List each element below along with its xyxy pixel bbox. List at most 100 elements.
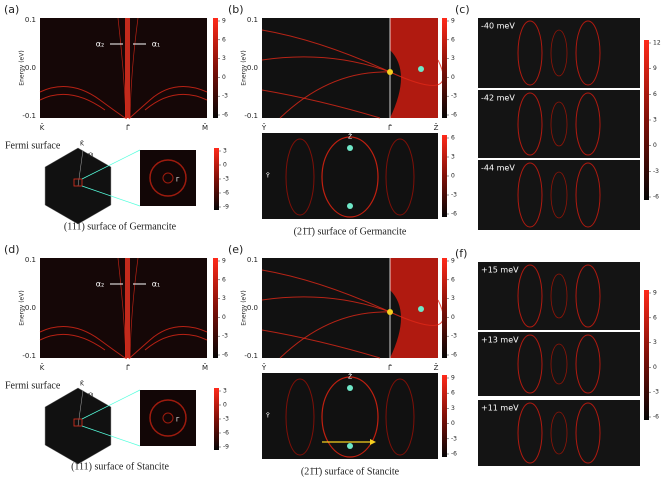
energy-slice-label: +13 meV [481, 336, 519, 345]
fermi-contour [385, 138, 415, 216]
fermi-contour [517, 334, 543, 394]
panel-label: (e) [228, 243, 243, 256]
colorbar-label: -6 [223, 190, 229, 197]
colorbar-label: 6 [222, 276, 226, 283]
slice-plot [478, 332, 640, 396]
zoom-region [73, 178, 83, 187]
k-point-label: Γ̄ [176, 177, 180, 184]
fermi-contour [550, 29, 568, 77]
panel-label: (a) [4, 3, 19, 16]
caption: (21̄1̄) surface of Stancite [301, 466, 400, 477]
colorbar-label: 3 [451, 154, 455, 161]
y-tick-label: -0.1 [22, 352, 36, 360]
colorbar [442, 258, 447, 358]
zoom-line [81, 425, 141, 447]
band-curve [117, 257, 127, 359]
band-glow [125, 258, 130, 358]
marker-label: α₁ [152, 40, 160, 49]
band-curve [129, 17, 139, 119]
y-axis-label: Energy (eV) [241, 50, 248, 85]
energy-slice-label: -40 meV [481, 22, 515, 31]
k-point-label: Ȳ [265, 413, 270, 420]
band-plot [40, 258, 207, 358]
fermi-contour [517, 92, 543, 156]
dirac-point [387, 69, 393, 75]
x-tick-label: Γ̄ [126, 364, 130, 372]
y-tick-label: 0.1 [247, 16, 258, 24]
caption: (111) surface of Stancite [71, 461, 169, 472]
colorbar-label: -6 [451, 112, 457, 119]
energy-slice-label: -44 meV [481, 164, 515, 173]
y-tick-label: 0.0 [25, 64, 36, 72]
band-curve [117, 17, 127, 119]
fermi-contour [550, 171, 568, 219]
weyl-point [347, 203, 353, 209]
fermi-contour [575, 334, 601, 394]
colorbar [644, 290, 649, 420]
y-axis-label: Energy (eV) [19, 290, 26, 325]
colorbar-label: 6 [653, 314, 657, 321]
y-tick-label: 0.0 [247, 304, 258, 312]
colorbar-label: -3 [222, 93, 228, 100]
colorbar-label: -6 [451, 352, 457, 359]
weyl-point [347, 443, 353, 449]
colorbar-label: 0 [451, 314, 455, 321]
band-curve [129, 257, 139, 359]
k-point-label: M̄ [88, 152, 93, 159]
colorbar-label: -3 [451, 333, 457, 340]
colorbar-label: 12 [653, 40, 661, 47]
k-point-label: M̄ [88, 392, 93, 399]
fermi-contour [517, 20, 543, 86]
bulk-region [390, 258, 438, 358]
colorbar-label: 3 [451, 55, 455, 62]
fermi-ring [162, 412, 174, 424]
fermi-ring [149, 159, 187, 197]
y-tick-label: -0.1 [244, 352, 258, 360]
k-point-label: K̄ [80, 380, 85, 387]
colorbar-label: -6 [223, 430, 229, 437]
y-tick-label: 0.0 [25, 304, 36, 312]
x-tick-label: Z̄ [434, 363, 439, 372]
bulk-region [390, 18, 438, 118]
fermi-contour [550, 273, 568, 319]
fermi-contour [321, 376, 379, 458]
colorbar-label: -9 [223, 204, 229, 211]
zoom-line [81, 389, 141, 420]
energy-slice-label: -42 meV [481, 94, 515, 103]
y-tick-label: 0.1 [247, 256, 258, 264]
y-tick-label: 0.1 [25, 16, 36, 24]
fermi-contour [575, 162, 601, 228]
band-plot [40, 18, 207, 118]
band-curve [39, 333, 106, 351]
y-tick-label: 0.0 [247, 64, 258, 72]
colorbar-label: 3 [653, 339, 657, 346]
colorbar-label: 0 [451, 420, 455, 427]
colorbar-label: 0 [222, 74, 226, 81]
marker-label: α₁ [152, 280, 160, 289]
colorbar-label: 9 [451, 375, 455, 382]
x-tick-label: Γ̄ [126, 124, 130, 132]
colorbar [213, 258, 218, 358]
panel-label: (b) [228, 3, 244, 16]
zoom-line [81, 185, 141, 207]
band-curve [279, 311, 391, 359]
colorbar-label: -6 [653, 414, 659, 421]
energy-slice-label: +11 meV [481, 404, 519, 413]
colorbar-label: 3 [223, 148, 227, 155]
marker-label: α₂ [96, 280, 104, 289]
x-tick-label: Ȳ [261, 363, 267, 372]
colorbar [214, 148, 219, 210]
fermi-contour [575, 20, 601, 86]
band-curve [261, 329, 381, 359]
colorbar-label: 0 [223, 402, 227, 409]
colorbar-label: 9 [451, 18, 455, 25]
colorbar-label: 0 [223, 162, 227, 169]
colorbar-label: 9 [653, 290, 657, 297]
colorbar-label: 9 [451, 258, 455, 265]
fermi-contour [575, 92, 601, 156]
colorbar-label: 9 [222, 18, 226, 25]
band-curve [39, 86, 127, 120]
colorbar-label: -6 [222, 352, 228, 359]
colorbar [214, 388, 219, 450]
zoom-line [81, 149, 141, 180]
